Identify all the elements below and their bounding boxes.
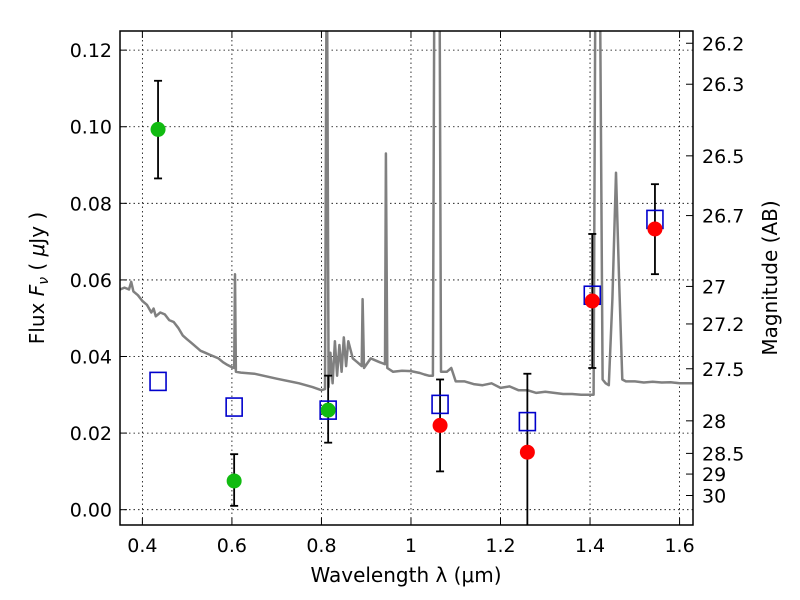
x-tick-label: 0.8 [306,535,336,557]
red-data-point [647,221,663,237]
right-tick-label: 27.2 [702,314,744,336]
spectrum-line [120,31,693,397]
right-tick-label: 30 [702,486,726,508]
right-tick-label: 28 [702,411,726,433]
y-axis-label: Flux Fν ( μJy ) [25,212,52,344]
model-photometry-square [225,397,243,417]
red-data-point [519,444,535,460]
right-tick-label: 27 [702,276,726,298]
model-photometry-square [431,394,449,415]
y-axis-label-right: Magnitude (AB) [758,200,782,355]
right-tick-label: 28.5 [702,443,744,465]
red-data-point [584,293,600,309]
x-tick-label: 1 [405,535,417,557]
y-tick-label: 0.00 [70,500,112,522]
y-tick-label: 0.06 [70,270,112,292]
plot-frame [119,30,694,526]
ticks: 0.4 0.6 0.8 1 1.2 1.4 1.6 0.00 0.02 0.04 0.06 0.08 0… [70,31,744,557]
spectrum-series [120,31,693,397]
right-tick-label: 26.2 [702,33,744,55]
right-tick-label: 27.5 [702,359,744,381]
model-photometry-square [518,411,537,432]
right-tick-label: 26.7 [702,206,744,228]
x-tick-label: 0.4 [127,535,157,557]
green-data-point [226,473,242,489]
green-data-point [320,402,336,418]
right-tick-label: 26.5 [702,146,744,168]
green-data-point [150,121,166,137]
model-photometry-square [149,371,167,392]
markers [149,121,664,489]
right-tick-label: 26.3 [702,74,744,96]
x-tick-label: 1.4 [575,535,605,557]
x-axis-label: Wavelength λ (μm) [310,563,501,587]
model-photometry-square [319,400,337,420]
right-tick-label: 29 [702,464,726,486]
x-tick-label: 1.2 [485,535,515,557]
red-data-point [432,417,448,433]
y-tick-label: 0.10 [70,117,112,139]
y-tick-label: 0.08 [70,193,112,215]
x-tick-label: 0.6 [217,535,247,557]
x-tick-label: 1.6 [664,535,694,557]
y-tick-label: 0.04 [70,347,112,369]
y-tick-label: 0.02 [70,423,112,445]
grid [120,31,693,525]
y-tick-label: 0.12 [70,40,112,62]
